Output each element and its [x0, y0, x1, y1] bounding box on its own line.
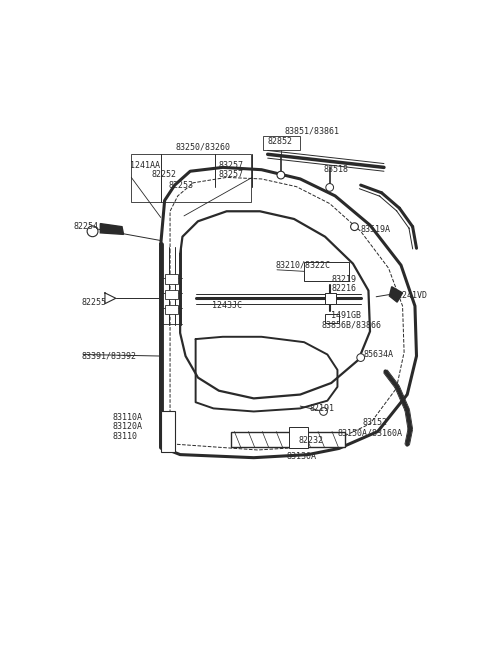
Text: 82254: 82254 — [74, 222, 99, 231]
Polygon shape — [105, 293, 116, 304]
Text: 83210/8322C: 83210/8322C — [276, 261, 330, 269]
Text: 82216: 82216 — [331, 284, 356, 293]
Text: 82253: 82253 — [168, 181, 193, 190]
Circle shape — [320, 407, 327, 415]
Circle shape — [87, 226, 98, 237]
Circle shape — [350, 223, 359, 231]
Text: 82255: 82255 — [82, 298, 107, 307]
Bar — [166, 275, 178, 284]
Text: 1241AA: 1241AA — [130, 160, 160, 170]
Text: 85634A: 85634A — [364, 350, 394, 359]
Text: 83851/83861: 83851/83861 — [285, 127, 340, 136]
Text: 83120A: 83120A — [113, 422, 143, 432]
Text: 82191: 82191 — [310, 404, 335, 413]
Polygon shape — [389, 286, 403, 302]
Text: 82232: 82232 — [299, 436, 324, 445]
Text: 83110: 83110 — [113, 432, 138, 441]
Text: 83150A/83160A: 83150A/83160A — [337, 428, 402, 438]
Bar — [288, 427, 308, 449]
Bar — [325, 313, 339, 323]
Text: 83856B/83866: 83856B/83866 — [322, 321, 382, 330]
Text: 1243JC: 1243JC — [212, 302, 242, 311]
Circle shape — [357, 353, 365, 361]
Text: 83250/83260: 83250/83260 — [176, 142, 231, 151]
Text: 83257: 83257 — [218, 170, 243, 179]
Bar — [263, 136, 300, 150]
Text: 1491GB: 1491GB — [331, 311, 361, 321]
Text: 83519A: 83519A — [360, 225, 391, 235]
Text: 83518: 83518 — [324, 165, 348, 174]
Bar — [304, 262, 349, 281]
Text: 83257: 83257 — [218, 160, 243, 170]
Text: 82852: 82852 — [268, 137, 293, 147]
Polygon shape — [100, 223, 123, 235]
Text: 83391/83392: 83391/83392 — [82, 351, 137, 361]
Bar — [325, 293, 336, 304]
Bar — [161, 411, 175, 451]
Circle shape — [326, 183, 334, 191]
Text: 82252: 82252 — [152, 170, 177, 179]
Text: 83130A: 83130A — [286, 451, 316, 461]
Bar — [132, 154, 252, 202]
Text: 83152: 83152 — [362, 418, 387, 427]
Text: 83110A: 83110A — [113, 413, 143, 422]
Bar — [166, 290, 178, 299]
Bar — [230, 432, 345, 447]
Bar — [166, 306, 178, 315]
Text: 1241VD: 1241VD — [397, 292, 427, 300]
Text: 83219: 83219 — [331, 275, 356, 284]
Circle shape — [277, 171, 285, 179]
